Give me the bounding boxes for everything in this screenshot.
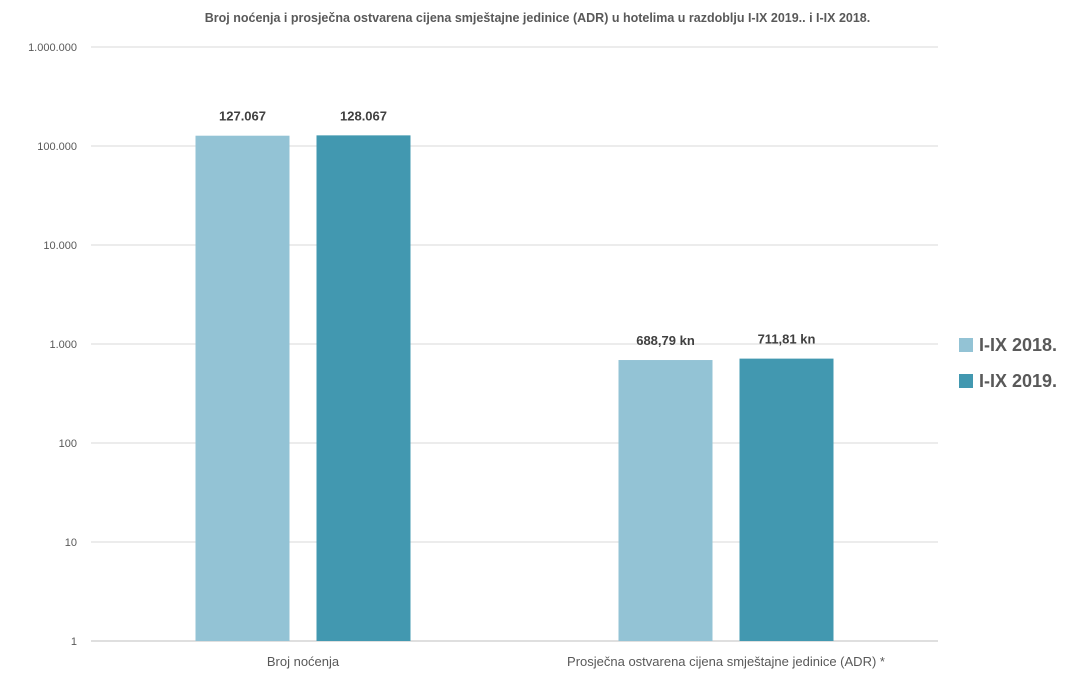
legend-item-2018: I-IX 2018. bbox=[959, 327, 1057, 363]
data-label: 711,81 kn bbox=[758, 332, 816, 347]
legend-item-2019: I-IX 2019. bbox=[959, 363, 1057, 399]
legend-swatch-2018 bbox=[959, 338, 973, 352]
y-tick-label: 1 bbox=[71, 636, 77, 648]
legend: I-IX 2018. I-IX 2019. bbox=[959, 327, 1057, 399]
data-label: 128.067 bbox=[340, 108, 387, 123]
y-tick-label: 10.000 bbox=[43, 240, 77, 252]
legend-swatch-2019 bbox=[959, 374, 973, 388]
x-category-label: Broj noćenja bbox=[267, 654, 340, 669]
x-category-label: Prosječna ostvarena cijena smještajne je… bbox=[567, 654, 885, 669]
bar bbox=[739, 358, 834, 641]
legend-label-2019: I-IX 2019. bbox=[979, 370, 1058, 391]
bar bbox=[316, 135, 411, 641]
bar bbox=[195, 135, 290, 642]
y-tick-label: 1.000 bbox=[49, 339, 77, 351]
legend-label-2018: I-IX 2018. bbox=[979, 334, 1058, 355]
chart-title: Broj noćenja i prosječna ostvarena cijen… bbox=[204, 11, 871, 25]
y-tick-label: 100 bbox=[59, 438, 77, 450]
data-label: 127.067 bbox=[219, 109, 266, 124]
y-tick-label: 100.000 bbox=[37, 141, 77, 153]
bar bbox=[618, 360, 713, 641]
y-tick-label: 10 bbox=[65, 537, 77, 549]
data-label: 688,79 kn bbox=[636, 333, 695, 348]
y-tick-label: 1.000.000 bbox=[28, 42, 77, 54]
